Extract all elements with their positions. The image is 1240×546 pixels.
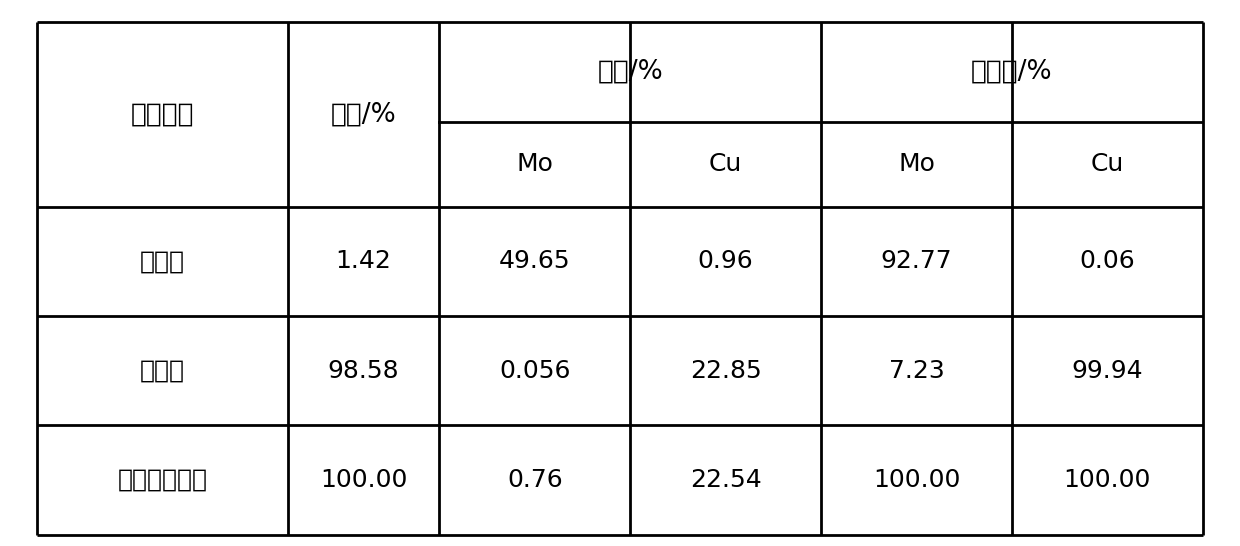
Text: 22.85: 22.85 [689, 359, 761, 383]
Text: Mo: Mo [516, 152, 553, 176]
Text: 铜精矿: 铜精矿 [140, 359, 185, 383]
Text: 100.00: 100.00 [1064, 468, 1151, 492]
Text: 98.58: 98.58 [327, 359, 399, 383]
Text: 22.54: 22.54 [689, 468, 761, 492]
Text: Mo: Mo [898, 152, 935, 176]
Text: 49.65: 49.65 [498, 250, 570, 273]
Text: 钼精矿: 钼精矿 [140, 250, 185, 273]
Text: 回收率/%: 回收率/% [971, 59, 1053, 85]
Text: 100.00: 100.00 [320, 468, 407, 492]
Text: 产率/%: 产率/% [331, 101, 397, 127]
Text: 99.94: 99.94 [1071, 359, 1143, 383]
Text: 100.00: 100.00 [873, 468, 960, 492]
Text: 7.23: 7.23 [889, 359, 945, 383]
Text: 产品名称: 产品名称 [130, 101, 195, 127]
Text: 铜钼混合精矿: 铜钼混合精矿 [118, 468, 207, 492]
Text: 0.96: 0.96 [698, 250, 754, 273]
Text: Cu: Cu [1091, 152, 1123, 176]
Text: 品位/%: 品位/% [598, 59, 663, 85]
Text: 0.06: 0.06 [1080, 250, 1136, 273]
Text: 92.77: 92.77 [880, 250, 952, 273]
Text: Cu: Cu [709, 152, 743, 176]
Text: 0.76: 0.76 [507, 468, 563, 492]
Text: 1.42: 1.42 [336, 250, 392, 273]
Text: 0.056: 0.056 [498, 359, 570, 383]
